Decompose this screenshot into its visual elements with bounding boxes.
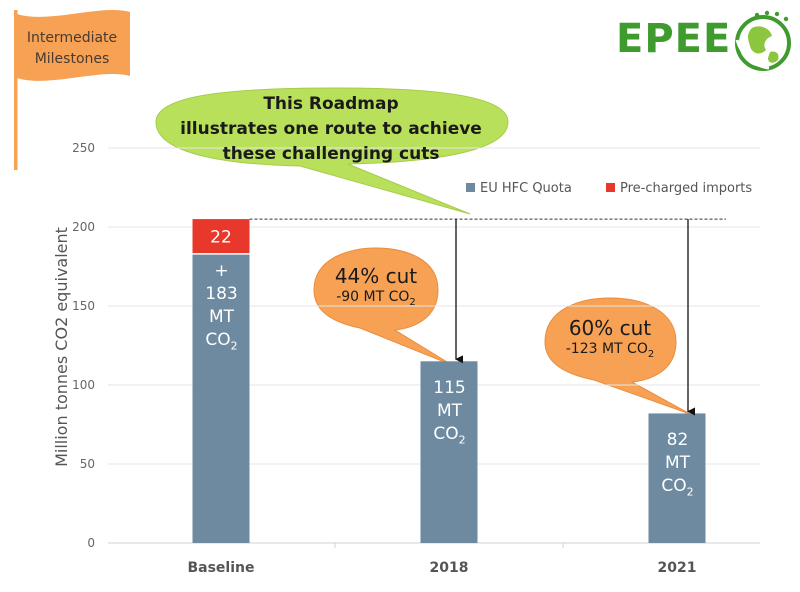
bar-quota-2021 xyxy=(648,413,706,543)
y-tick-label: 0 xyxy=(87,536,95,550)
x-tick-label: 2021 xyxy=(658,560,697,576)
x-tick-label: 2018 xyxy=(430,560,469,576)
y-tick-label: 200 xyxy=(72,220,95,234)
data-label-imports: 22 xyxy=(210,227,232,247)
legend-swatch xyxy=(606,183,615,192)
milestone-flag-icon xyxy=(14,10,130,170)
y-tick-label: 250 xyxy=(72,141,95,155)
bar-quota-baseline xyxy=(192,253,250,544)
y-axis-label: Million tonnes CO2 equivalent xyxy=(52,227,71,467)
cut-sub-2018: -90 MT CO2 xyxy=(336,289,416,308)
callout-bubble xyxy=(155,87,509,215)
y-tick-label: 150 xyxy=(72,299,95,313)
bar-label-2018: 115 MT CO2 xyxy=(433,378,466,447)
y-tick-label: 50 xyxy=(80,457,95,471)
flag-label: Intermediate Milestones xyxy=(18,28,126,70)
callout-text: This Roadmap illustrates one route to ac… xyxy=(166,92,496,167)
legend-label: EU HFC Quota xyxy=(480,181,572,196)
bar-quota-2018 xyxy=(420,361,478,543)
y-tick-label: 100 xyxy=(72,378,95,392)
stars-icon xyxy=(754,10,789,22)
cut-bubble-2021 xyxy=(544,297,691,415)
logo-text: EPEE xyxy=(616,16,732,62)
cut-main-2021: 60% cut xyxy=(568,316,652,340)
cut-main-2018: 44% cut xyxy=(334,264,418,288)
globe-icon xyxy=(735,15,791,71)
flag-line2: Milestones xyxy=(34,51,110,67)
cut-label-2021: 60% cut -123 MT CO2 xyxy=(546,316,674,360)
x-tick-label: Baseline xyxy=(187,560,254,576)
cut-label-2018: 44% cut -90 MT CO2 xyxy=(318,264,434,308)
legend-label: Pre-charged imports xyxy=(620,181,752,196)
callout-line3: these challenging cuts xyxy=(222,144,440,164)
callout-line1: This Roadmap xyxy=(263,94,399,114)
flag-line1: Intermediate xyxy=(26,30,118,46)
bar-label-2021: 82 MT CO2 xyxy=(661,430,694,499)
bar-label-baseline: + 183 MT CO2 xyxy=(205,261,238,353)
bar-imports-baseline xyxy=(192,219,250,254)
callout-line2: illustrates one route to achieve xyxy=(180,119,482,139)
epee-logo: EPEE xyxy=(616,16,731,62)
cut-sub-2021: -123 MT CO2 xyxy=(565,341,655,360)
legend-swatch xyxy=(466,183,475,192)
